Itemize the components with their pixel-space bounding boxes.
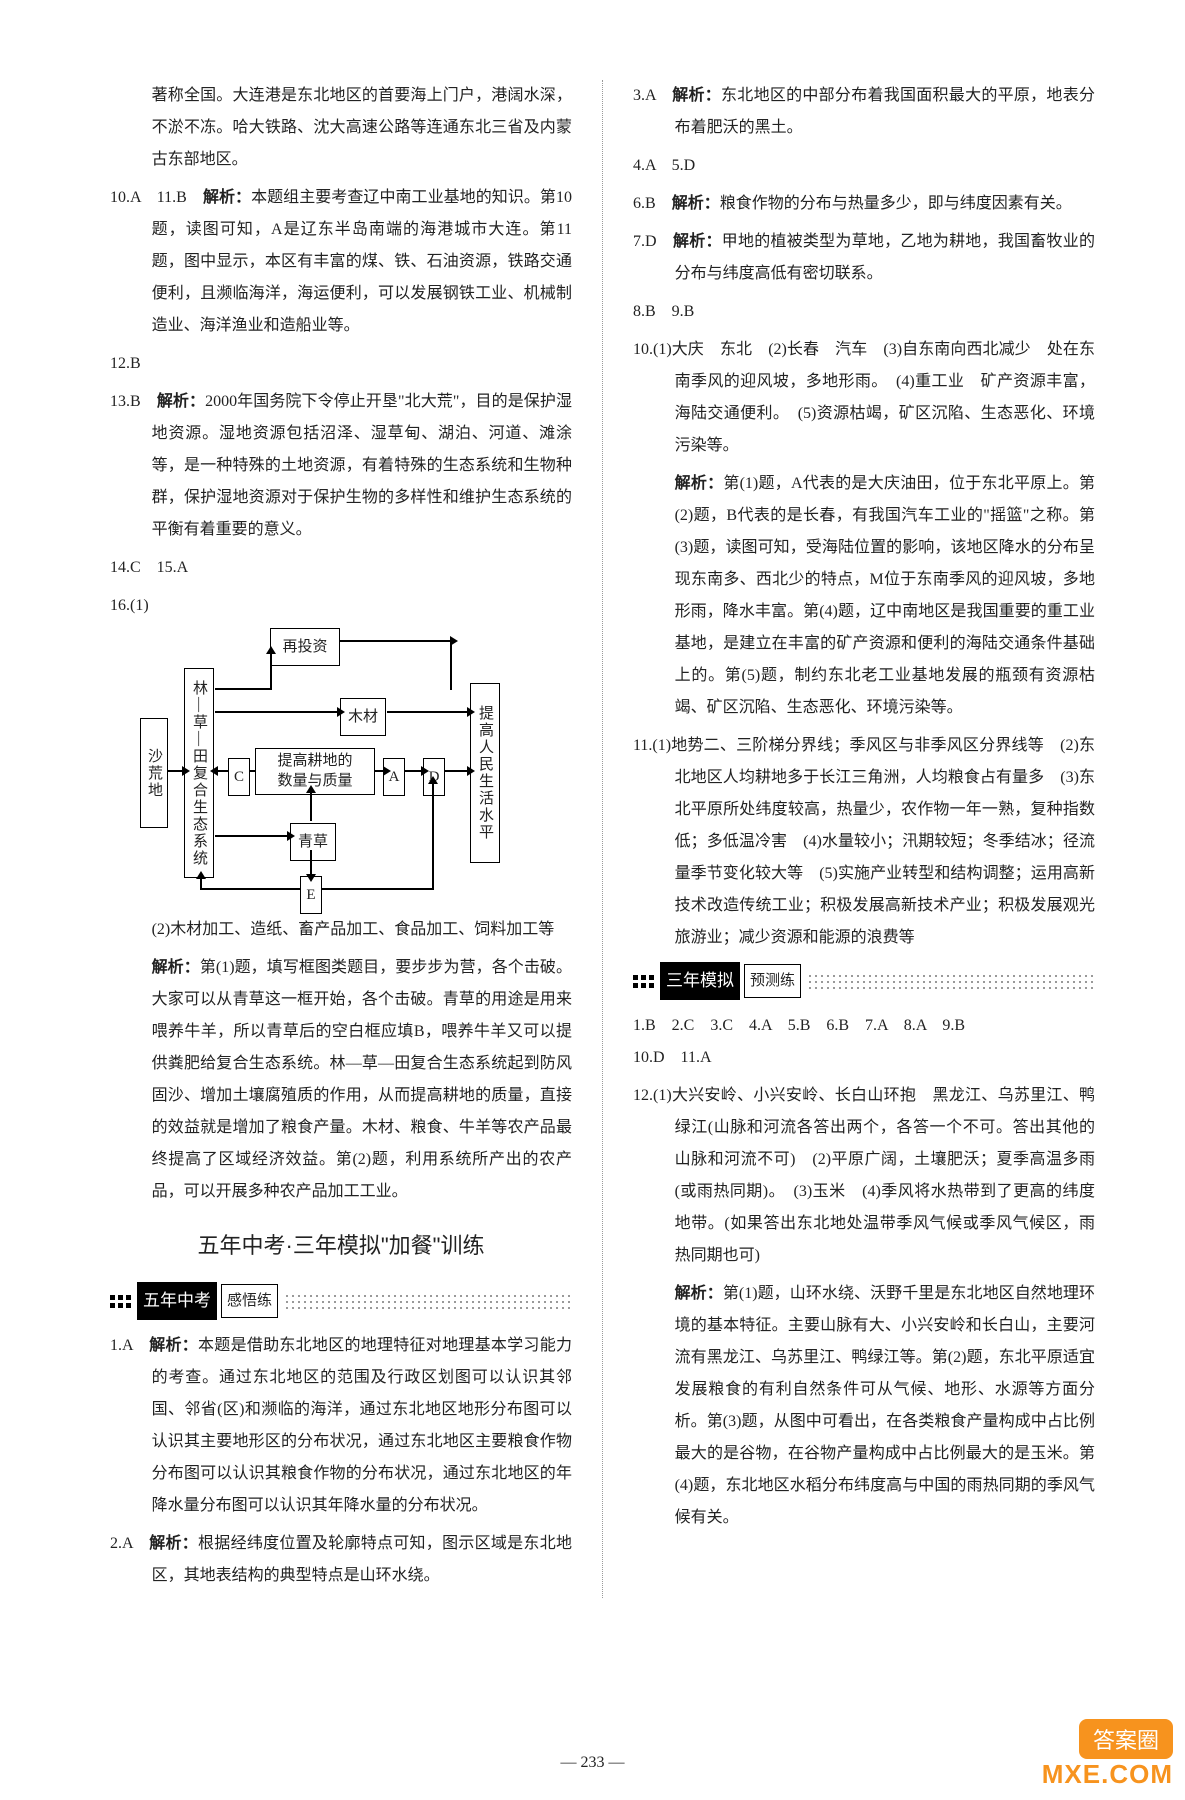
q16-anal-body: 第(1)题，填写框图类题目，要步步为营，各个击破。大家可以从青草这一框开始，各个… — [152, 959, 572, 1200]
line-e-up — [432, 784, 434, 890]
watermark: 答案圈 MXE.COM — [1042, 1719, 1173, 1790]
arrow-to-wood — [215, 711, 337, 713]
r-q11: 11.(1)地势二、三阶梯分界线；季风区与非季风区分界线等 (2)东北地区人均耕… — [633, 730, 1095, 954]
q10-11-body: 本题组主要考查辽中南工业基地的知识。第10题，读图可知，A是辽东半岛南端的海港城… — [152, 189, 572, 334]
b-q1-body: 本题是借助东北地区的地理特征对地理基本学习能力的考查。通过东北地区的范围及行政区… — [152, 1337, 572, 1514]
r-q6: 6.B 解析：粮食作物的分布与热量多少，即与纬度因素有关。 — [633, 188, 1095, 220]
arrow-a-d — [405, 770, 421, 772]
q16-anal-label: 解析： — [152, 959, 200, 976]
page-number: — 233 — — [0, 1754, 1185, 1772]
r-q10: 10.(1)大庆 东北 (2)长春 汽车 (3)自东南向西北减少 处在东南季风的… — [633, 334, 1095, 462]
r-q6-label: 解析： — [672, 195, 720, 212]
r-q7: 7.D 解析：甲地的植被类型为草地，乙地为耕地，我国畜牧业的分布与纬度高低有密切… — [633, 226, 1095, 290]
c-answers: 1.B 2.C 3.C 4.A 5.B 6.B 7.A 8.A 9.B 10.D… — [633, 1010, 1095, 1074]
left-column: 著称全国。大连港是东北地区的首要海上门户，港阔水深，不淤不冻。哈大铁路、沈大高速… — [110, 80, 572, 1598]
r-q10-anal: 解析：第(1)题，A代表的是大庆油田，位于东北平原上。第(2)题，B代表的是长春… — [633, 468, 1095, 724]
arrow-1 — [168, 770, 182, 772]
watermark-bottom: MXE.COM — [1042, 1759, 1173, 1790]
r-q7-head: 7.D — [633, 233, 673, 250]
left-p1: 著称全国。大连港是东北地区的首要海上门户，港阔水深，不淤不冻。哈大铁路、沈大高速… — [110, 80, 572, 176]
r-q3-label: 解析： — [672, 87, 721, 104]
two-column-layout: 著称全国。大连港是东北地区的首要海上门户，港阔水深，不淤不冻。哈大铁路、沈大高速… — [110, 80, 1095, 1598]
c-q12-anal: 解析：第(1)题，山环水绕、沃野千里是东北地区自然地理环境的基本特征。主要山脉有… — [633, 1278, 1095, 1534]
banner2-dots-icon — [633, 975, 654, 988]
b-q2: 2.A 解析：根据经纬度位置及轮廓特点可知，图示区域是东北地区，其地表结构的典型… — [110, 1528, 572, 1592]
arrow-grass-center — [310, 793, 312, 821]
arrow-center-a — [375, 770, 383, 772]
banner1-text: 五年中考 — [137, 1282, 217, 1320]
q12: 12.B — [110, 348, 572, 380]
line-reinvest-right — [340, 640, 450, 642]
b-q1-label: 解析： — [149, 1337, 198, 1354]
r-q10-anal-body: 第(1)题，A代表的是大庆油田，位于东北平原上。第(2)题，B代表的是长春，有我… — [675, 475, 1095, 716]
line-up-reinvest — [270, 654, 272, 690]
arrow-eco-grass — [215, 835, 287, 837]
r-q8-9: 8.B 9.B — [633, 296, 1095, 328]
q13-label: 解析： — [157, 393, 205, 410]
b-q1-head: 1.A — [110, 1337, 149, 1354]
q10-11: 10.A 11.B 解析：本题组主要考查辽中南工业基地的知识。第10题，读图可知… — [110, 182, 572, 342]
column-divider — [602, 80, 603, 1598]
arrow-d-right — [445, 770, 467, 772]
q16-head: 16.(1) — [110, 590, 572, 622]
c-q12-anal-label: 解析： — [675, 1285, 723, 1302]
section-title: 五年中考·三年模拟"加餐"训练 — [110, 1224, 572, 1268]
r-q6-head: 6.B — [633, 195, 672, 212]
node-reinvest: 再投资 — [270, 628, 340, 666]
b-q2-body: 根据经纬度位置及轮廓特点可知，图示区域是东北地区，其地表结构的典型特点是山环水绕… — [152, 1535, 572, 1584]
banner2-text: 三年模拟 — [660, 962, 740, 1000]
r-q3-body: 东北地区的中部分布着我国面积最大的平原，地表分布着肥沃的黑土。 — [675, 87, 1095, 136]
r-q10-anal-label: 解析： — [675, 475, 724, 492]
q13-head: 13.B — [110, 393, 157, 410]
b-q1: 1.A 解析：本题是借助东北地区的地理特征对地理基本学习能力的考查。通过东北地区… — [110, 1330, 572, 1522]
q10-11-head: 10.A 11.B — [110, 189, 203, 206]
b-q2-head: 2.A — [110, 1535, 149, 1552]
node-sha: 沙荒地 — [140, 718, 168, 828]
line-eco-top — [215, 688, 270, 690]
node-c: C — [228, 758, 250, 796]
banner-fill — [284, 1293, 572, 1309]
r-q4-5: 4.A 5.D — [633, 150, 1095, 182]
banner2-tag: 预测练 — [744, 964, 801, 998]
r-q3-head: 3.A — [633, 87, 672, 104]
node-grass: 青草 — [290, 823, 336, 861]
q16-anal: 解析：第(1)题，填写框图类题目，要步步为营，各个击破。大家可以从青草这一框开始… — [110, 952, 572, 1208]
node-wood: 木材 — [340, 698, 386, 736]
flow-diagram: 再投资 沙荒地 林—草—田复合生态系统 木材 提高耕地的 数量与质量 青草 C … — [140, 628, 520, 908]
q10-11-label: 解析： — [203, 189, 251, 206]
banner-dots-icon — [110, 1295, 131, 1308]
arrow-c-left — [218, 770, 228, 772]
line-e-back — [200, 879, 202, 890]
arrow-grass-e — [310, 850, 312, 874]
line-c-center — [250, 770, 255, 772]
q13-body: 2000年国务院下令停止开垦"北大荒"，目的是保护湿地资源。湿地资源包括沼泽、湿… — [152, 393, 572, 538]
r-q6-body: 粮食作物的分布与热量多少，即与纬度因素有关。 — [720, 195, 1072, 212]
line-right-down — [450, 640, 452, 690]
arrow-wood-right — [387, 711, 467, 713]
c-q12-anal-body: 第(1)题，山环水绕、沃野千里是东北地区自然地理环境的基本特征。主要山脉有大、小… — [675, 1285, 1095, 1526]
q13: 13.B 解析：2000年国务院下令停止开垦"北大荒"，目的是保护湿地资源。湿地… — [110, 386, 572, 546]
r-q7-label: 解析： — [673, 233, 722, 250]
banner-3year: 三年模拟 预测练 — [633, 962, 1095, 1000]
node-a: A — [383, 758, 405, 796]
line-e-left — [200, 888, 300, 890]
c-q12: 12.(1)大兴安岭、小兴安岭、长白山环抱 黑龙江、乌苏里江、鸭绿江(山脉和河流… — [633, 1080, 1095, 1272]
banner-5year: 五年中考 感悟练 — [110, 1282, 572, 1320]
r-q3: 3.A 解析：东北地区的中部分布着我国面积最大的平原，地表分布着肥沃的黑土。 — [633, 80, 1095, 144]
q16-2: (2)木材加工、造纸、畜产品加工、食品加工、饲料加工等 — [110, 914, 572, 946]
banner1-tag: 感悟练 — [221, 1284, 278, 1318]
right-column: 3.A 解析：东北地区的中部分布着我国面积最大的平原，地表分布着肥沃的黑土。 4… — [633, 80, 1095, 1598]
banner2-fill — [807, 973, 1095, 989]
b-q2-label: 解析： — [149, 1535, 198, 1552]
line-e-right — [322, 888, 432, 890]
q14-15: 14.C 15.A — [110, 552, 572, 584]
watermark-top: 答案圈 — [1079, 1719, 1173, 1759]
r-q7-body: 甲地的植被类型为草地，乙地为耕地，我国畜牧业的分布与纬度高低有密切联系。 — [675, 233, 1095, 282]
